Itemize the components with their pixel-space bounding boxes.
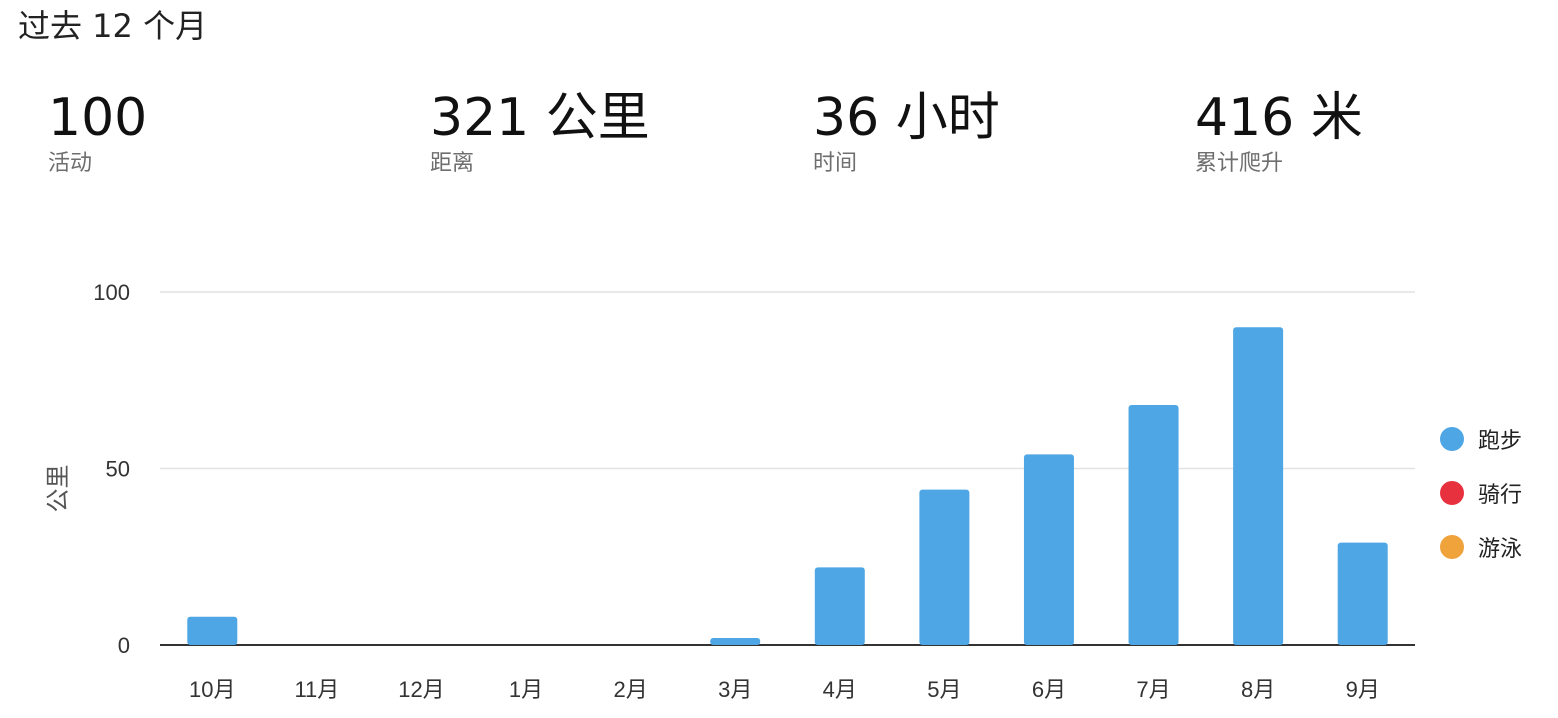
x-tick-label: 12月 [398, 677, 444, 702]
tick-layer: 0 50 100 10月 11月 12月 1月 2月 3月 4月 5月 6月 7月 8月 9月 [93, 280, 1380, 702]
x-tick-label: 8月 [1241, 677, 1275, 702]
stat-distance: 321 公里 距离 [430, 88, 650, 178]
stat-distance-label: 距离 [430, 151, 475, 176]
monthly-distance-chart: 0 50 100 10月 11月 12月 1月 2月 3月 4月 5月 6月 7月 8月 9月 公里 [44, 280, 1415, 702]
bar-5[interactable] [710, 637, 761, 645]
x-tick-label: 11月 [294, 677, 339, 702]
stat-distance-value: 321 公里 [430, 88, 650, 148]
stat-elevation: 416 米 累计爬升 [1195, 88, 1363, 178]
legend-item-running[interactable]: 跑步 [1440, 412, 1522, 466]
bar-7[interactable] [919, 489, 970, 645]
bar-0[interactable] [187, 616, 238, 645]
bar-9[interactable] [1128, 404, 1179, 645]
x-tick-label: 3月 [718, 677, 752, 702]
bar-6[interactable] [814, 567, 865, 645]
legend-item-cycling[interactable]: 骑行 [1440, 466, 1522, 520]
stat-elevation-label: 累计爬升 [1195, 151, 1284, 176]
x-tick-label: 10月 [189, 677, 235, 702]
period-title: 过去 12 个月 [18, 7, 208, 45]
x-tick-label: 2月 [614, 677, 648, 702]
running-dot-icon [1440, 427, 1464, 451]
x-tick-label: 7月 [1136, 677, 1170, 702]
chart-legend: 跑步 骑行 游泳 [1440, 412, 1522, 574]
bar-layer [187, 327, 1388, 645]
legend-item-swimming[interactable]: 游泳 [1440, 520, 1522, 574]
bar-8[interactable] [1023, 454, 1074, 645]
x-tick-label: 1月 [509, 677, 543, 702]
stat-activities-value: 100 [48, 88, 148, 148]
stat-time: 36 小时 时间 [813, 88, 1000, 178]
y-tick-label: 50 [106, 457, 130, 482]
x-tick-label: 5月 [927, 677, 961, 702]
swimming-dot-icon [1440, 535, 1464, 559]
legend-label-running: 跑步 [1478, 429, 1523, 454]
stat-time-label: 时间 [813, 151, 858, 176]
legend-label-cycling: 骑行 [1478, 483, 1523, 508]
stat-activities: 100 活动 [48, 88, 147, 178]
x-tick-label: 4月 [823, 677, 857, 702]
x-tick-label: 9月 [1346, 677, 1380, 702]
x-tick-label: 6月 [1032, 677, 1066, 702]
cycling-dot-icon [1440, 481, 1464, 505]
stat-time-value: 36 小时 [813, 88, 1000, 148]
y-axis-title: 公里 [44, 465, 72, 513]
y-tick-label: 100 [93, 280, 130, 305]
bar-10[interactable] [1233, 327, 1284, 645]
y-tick-label: 0 [118, 633, 130, 658]
stat-elevation-value: 416 米 [1195, 88, 1363, 148]
legend-label-swimming: 游泳 [1478, 537, 1523, 562]
grid-layer [160, 291, 1415, 646]
stat-activities-label: 活动 [48, 151, 93, 176]
bar-11[interactable] [1337, 542, 1388, 645]
